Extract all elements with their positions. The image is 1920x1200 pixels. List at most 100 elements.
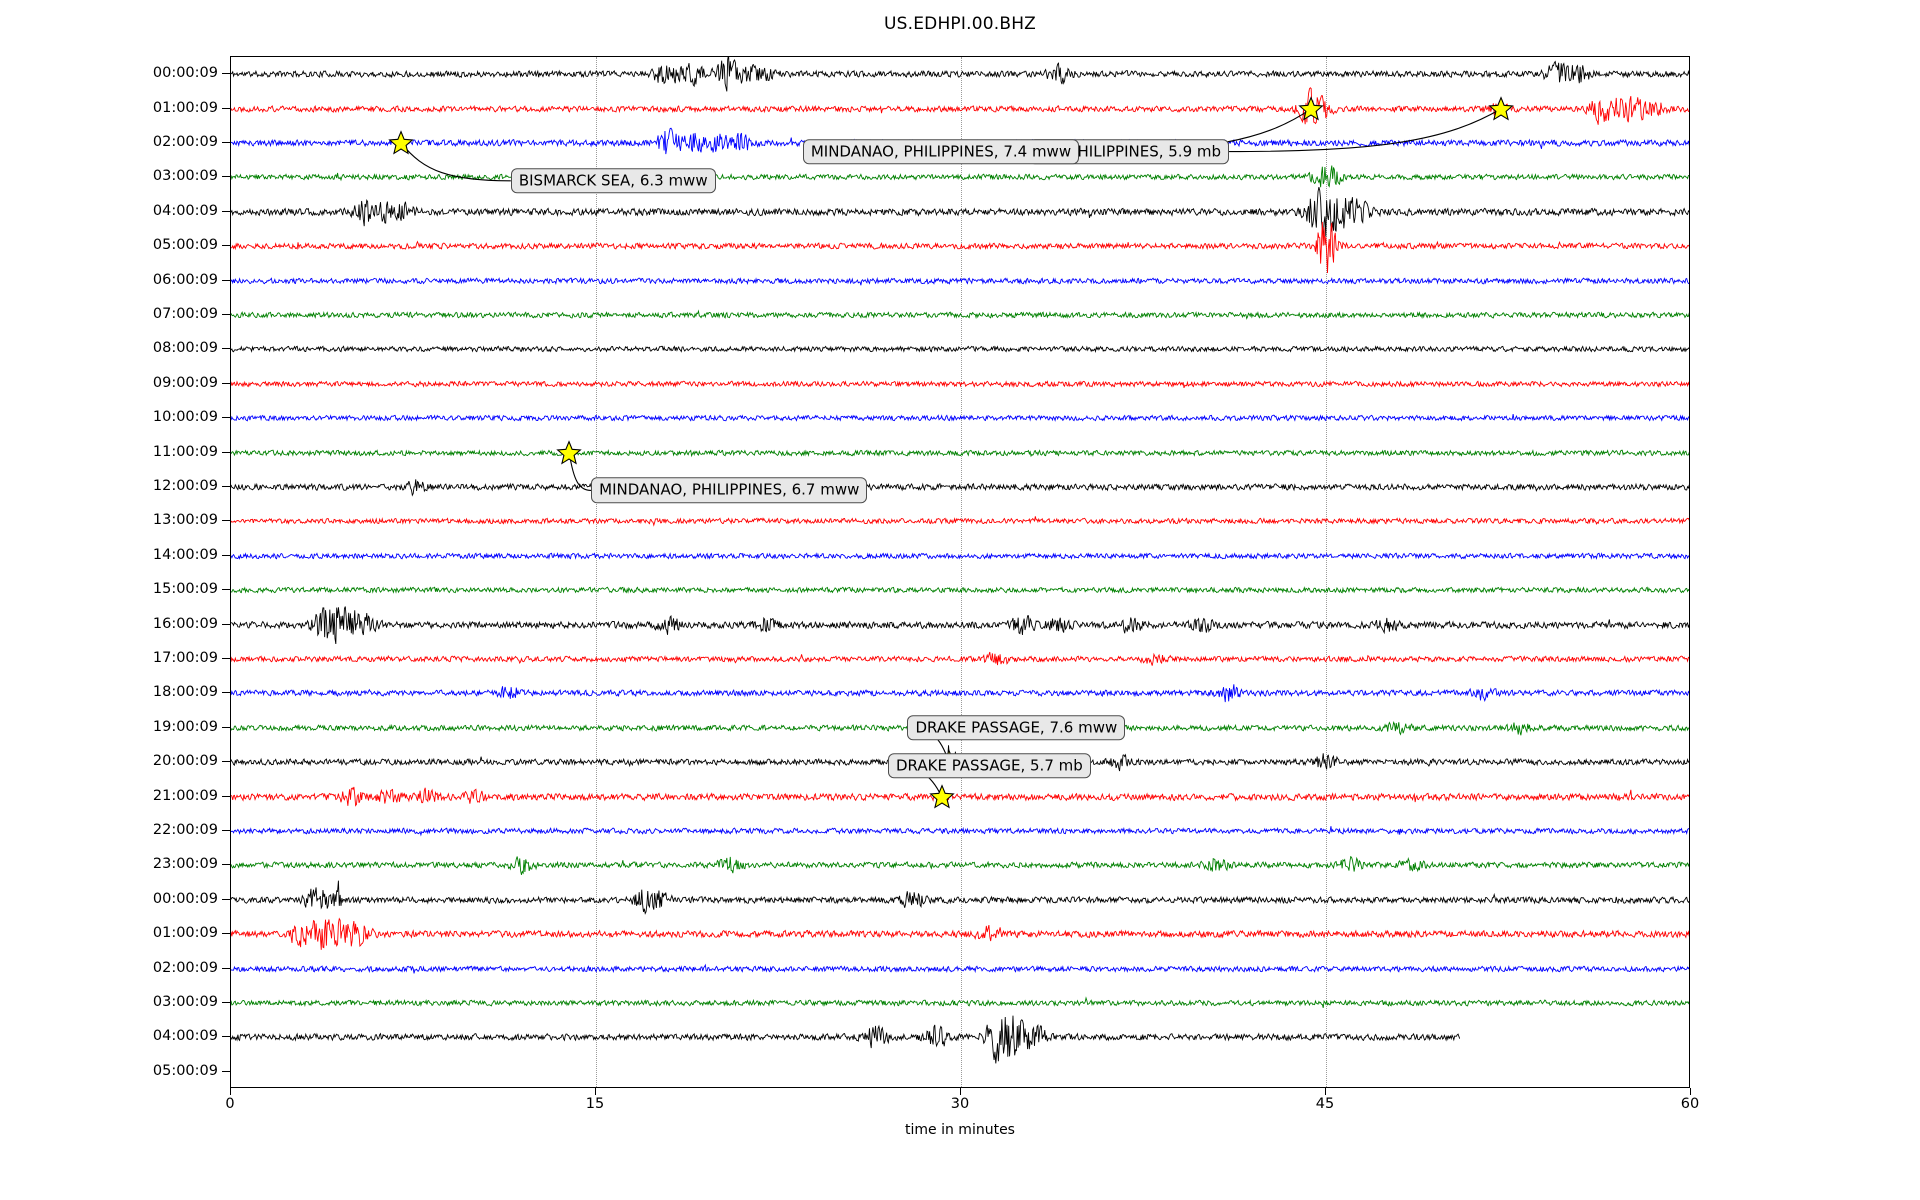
y-tick-mark-3 bbox=[222, 176, 230, 178]
trace-row-24 bbox=[231, 870, 1689, 930]
y-tick-mark-18 bbox=[222, 692, 230, 694]
y-tick-label-29: 05:00:09 bbox=[152, 1062, 218, 1079]
y-tick-mark-27 bbox=[222, 1002, 230, 1003]
y-tick-label-5: 05:00:09 bbox=[152, 237, 218, 254]
y-tick-mark-15 bbox=[222, 589, 230, 591]
y-tick-label-0: 00:00:09 bbox=[152, 65, 218, 82]
y-tick-mark-21 bbox=[222, 795, 230, 797]
y-tick-label-11: 11:00:09 bbox=[152, 443, 218, 460]
y-tick-mark-5 bbox=[222, 245, 230, 247]
y-tick-label-28: 04:00:09 bbox=[152, 1028, 218, 1045]
gridline-x-45 bbox=[1326, 57, 1327, 1087]
y-tick-mark-13 bbox=[222, 520, 230, 522]
y-tick-label-22: 22:00:09 bbox=[152, 822, 218, 838]
x-tick-mark-30 bbox=[960, 1088, 961, 1095]
annotation-drake-76[interactable]: DRAKE PASSAGE, 7.6 mww bbox=[907, 715, 1126, 741]
trace-row-6 bbox=[231, 251, 1689, 311]
gridline-x-30 bbox=[961, 57, 962, 1087]
y-tick-label-23: 23:00:09 bbox=[152, 856, 218, 873]
x-tick-mark-15 bbox=[595, 1088, 596, 1095]
y-tick-mark-16 bbox=[222, 623, 230, 625]
y-tick-mark-8 bbox=[222, 348, 230, 350]
y-tick-mark-6 bbox=[222, 279, 230, 281]
y-tick-mark-0 bbox=[222, 73, 230, 75]
y-tick-label-15: 15:00:09 bbox=[152, 581, 218, 598]
trace-row-17 bbox=[231, 629, 1689, 689]
trace-row-11 bbox=[231, 423, 1689, 483]
trace-row-12 bbox=[231, 457, 1689, 517]
trace-row-1 bbox=[231, 79, 1689, 139]
y-tick-mark-17 bbox=[222, 658, 230, 659]
annotation-drake-57[interactable]: DRAKE PASSAGE, 5.7 mb bbox=[888, 752, 1091, 779]
y-tick-label-10: 10:00:09 bbox=[152, 409, 218, 426]
y-tick-label-6: 06:00:09 bbox=[152, 271, 218, 288]
y-tick-mark-2 bbox=[222, 142, 230, 143]
trace-row-7 bbox=[231, 285, 1689, 345]
trace-row-27 bbox=[231, 973, 1689, 1033]
y-tick-mark-23 bbox=[222, 864, 230, 866]
y-tick-mark-9 bbox=[222, 382, 230, 384]
annotation-mindanao-67[interactable]: MINDANAO, PHILIPPINES, 6.7 mww bbox=[591, 477, 868, 504]
annotation-bismarck-63[interactable]: BISMARCK SEA, 6.3 mww bbox=[510, 168, 716, 194]
trace-row-16 bbox=[231, 595, 1689, 655]
x-tick-label-30: 30 bbox=[950, 1096, 970, 1112]
trace-row-22 bbox=[231, 801, 1689, 861]
y-tick-label-26: 02:00:09 bbox=[152, 959, 218, 976]
x-tick-label-0: 0 bbox=[225, 1096, 235, 1112]
trace-row-9 bbox=[231, 354, 1689, 414]
y-tick-label-12: 12:00:09 bbox=[152, 478, 218, 494]
trace-row-10 bbox=[231, 388, 1689, 448]
plot-clip-region bbox=[231, 57, 1689, 1087]
y-tick-label-3: 03:00:09 bbox=[152, 168, 218, 185]
trace-row-26 bbox=[231, 939, 1689, 999]
y-tick-label-24: 00:00:09 bbox=[152, 890, 218, 907]
y-tick-label-25: 01:00:09 bbox=[152, 925, 218, 942]
trace-row-4 bbox=[231, 182, 1689, 242]
y-tick-mark-22 bbox=[222, 830, 230, 831]
y-tick-mark-4 bbox=[222, 210, 230, 212]
page-title: US.EDHPI.00.BHZ bbox=[883, 14, 1037, 34]
y-tick-label-4: 04:00:09 bbox=[152, 202, 218, 219]
y-tick-mark-12 bbox=[222, 486, 230, 487]
y-tick-label-13: 13:00:09 bbox=[152, 512, 218, 529]
y-tick-label-14: 14:00:09 bbox=[152, 546, 218, 563]
x-tick-mark-0 bbox=[230, 1088, 231, 1095]
trace-row-8 bbox=[231, 319, 1689, 379]
x-tick-label-60: 60 bbox=[1680, 1096, 1700, 1112]
x-axis-label: time in minutes bbox=[905, 1122, 1015, 1138]
trace-row-25 bbox=[231, 904, 1689, 964]
y-tick-mark-29 bbox=[222, 1070, 230, 1072]
trace-row-14 bbox=[231, 526, 1689, 586]
y-tick-label-8: 08:00:09 bbox=[152, 340, 218, 357]
y-tick-label-17: 17:00:09 bbox=[152, 650, 218, 666]
y-tick-label-2: 02:00:09 bbox=[152, 134, 218, 150]
trace-row-5 bbox=[231, 216, 1689, 276]
y-tick-mark-20 bbox=[222, 761, 230, 763]
trace-row-0 bbox=[231, 57, 1689, 104]
trace-row-23 bbox=[231, 835, 1689, 895]
x-tick-label-45: 45 bbox=[1315, 1096, 1335, 1112]
y-tick-label-7: 07:00:09 bbox=[152, 306, 218, 322]
y-tick-label-20: 20:00:09 bbox=[152, 753, 218, 770]
y-tick-mark-11 bbox=[222, 451, 230, 453]
x-tick-mark-45 bbox=[1325, 1088, 1326, 1095]
y-tick-mark-26 bbox=[222, 967, 230, 969]
x-tick-label-15: 15 bbox=[585, 1096, 605, 1112]
plot-axes: MINDANAO, PHILIPPINES, 7.4 mww AO, PHILIP… bbox=[230, 56, 1690, 1088]
x-tick-mark-60 bbox=[1690, 1088, 1691, 1095]
y-tick-label-16: 16:00:09 bbox=[152, 615, 218, 632]
y-tick-label-27: 03:00:09 bbox=[152, 994, 218, 1010]
y-tick-mark-19 bbox=[222, 726, 230, 728]
gridline-x-15 bbox=[596, 57, 597, 1087]
trace-row-15 bbox=[231, 560, 1689, 620]
y-tick-label-9: 09:00:09 bbox=[152, 374, 218, 391]
trace-row-28 bbox=[231, 1007, 1460, 1067]
y-tick-mark-7 bbox=[222, 314, 230, 315]
trace-row-13 bbox=[231, 491, 1689, 551]
annotation-mindanao-74[interactable]: MINDANAO, PHILIPPINES, 7.4 mww bbox=[802, 138, 1080, 165]
y-tick-mark-14 bbox=[222, 554, 230, 556]
y-tick-label-21: 21:00:09 bbox=[152, 787, 218, 804]
y-tick-mark-24 bbox=[222, 898, 230, 900]
y-tick-mark-10 bbox=[222, 417, 230, 419]
